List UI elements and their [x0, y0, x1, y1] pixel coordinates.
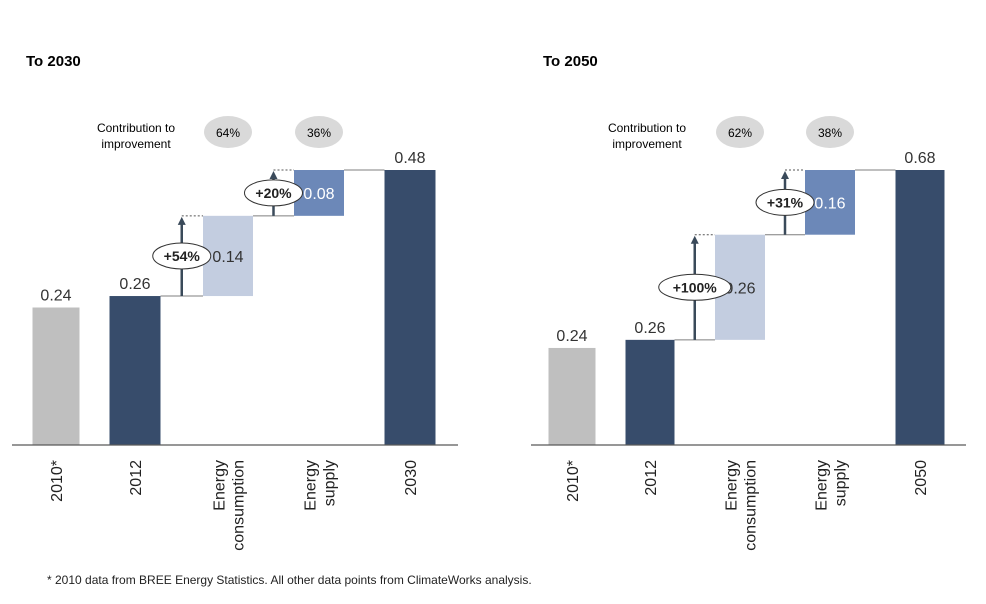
c1-category-label-3-line-2: consumption — [231, 460, 248, 551]
c2-bar-value-label-5: 0.68 — [904, 150, 935, 167]
c2-contribution-value-2: 38% — [818, 126, 842, 140]
c2-category-label-2: 2012 — [643, 460, 660, 496]
c1-contribution-label-line2: improvement — [101, 137, 171, 151]
c1-bar-value-label-4: 0.08 — [303, 186, 334, 203]
c1-contribution-bubble-2 — [295, 116, 343, 148]
c1-category-label-3: Energy consumption — [212, 460, 248, 551]
c2-contribution-bubble-1 — [716, 116, 764, 148]
footnote: * 2010 data from BREE Energy Statistics.… — [47, 573, 532, 587]
c2-contribution-label-line2: improvement — [612, 137, 682, 151]
c2-growth-label-2: +31% — [767, 194, 804, 210]
c1-bar-value-label-1: 0.24 — [40, 288, 71, 305]
c1-category-label-5-line-1: 2030 — [403, 460, 420, 496]
c1-chart-title: To 2030 — [26, 53, 81, 70]
c1-category-label-2: 2012 — [128, 460, 145, 496]
c1-category-label-3-line-1: Energy — [212, 460, 229, 511]
c2-category-label-3-line-1: Energy — [724, 460, 741, 511]
c2-growth-label-1: +100% — [673, 279, 718, 295]
c1-growth-arrow-head-2 — [269, 171, 278, 179]
c2-category-label-1: 2010* — [565, 460, 582, 502]
c1-growth-label-2: +20% — [255, 185, 292, 201]
c1-contribution-bubble-1 — [204, 116, 252, 148]
c2-bar-2 — [625, 339, 675, 445]
c1-growth-badge-2 — [244, 179, 303, 207]
c2-bar-value-label-3: 0.26 — [724, 280, 755, 297]
c2-category-label-4: Energy supply — [814, 460, 850, 511]
c1-category-label-4-line-1: Energy — [303, 460, 320, 511]
c1-bar-value-label-3: 0.14 — [212, 249, 243, 266]
c1-bar-value-label-5: 0.48 — [394, 150, 425, 167]
c1-bar-5 — [384, 170, 436, 445]
c1-contribution-value-1: 64% — [216, 126, 240, 140]
c1-growth-label-1: +54% — [164, 248, 201, 264]
c2-contribution-bubble-2 — [806, 116, 854, 148]
c2-contribution-label-line1: Contribution to — [608, 121, 686, 135]
c1-category-label-1: 2010* — [49, 460, 66, 502]
c1-category-label-5: 2030 — [403, 460, 420, 496]
c2-bar-value-label-4: 0.16 — [814, 195, 845, 212]
c1-category-label-4: Energy supply — [303, 460, 339, 511]
c2-growth-arrow-head-2 — [781, 171, 789, 179]
c2-category-label-4-line-1: Energy — [814, 460, 831, 511]
c1-bar-value-label-2: 0.26 — [119, 276, 150, 293]
c2-category-label-2-line-1: 2012 — [643, 460, 660, 496]
c2-bar-value-label-2: 0.26 — [634, 320, 665, 337]
c2-category-label-1-line-1: 2010* — [565, 460, 582, 502]
c2-category-label-5-line-1: 2050 — [913, 460, 930, 496]
c2-growth-badge-1 — [658, 273, 732, 301]
c2-growth-badge-2 — [755, 188, 815, 216]
c1-growth-badge-1 — [152, 242, 212, 270]
c2-category-label-3-line-2: consumption — [743, 460, 760, 551]
c2-category-label-3: Energy consumption — [724, 460, 760, 551]
c2-bar-1 — [548, 347, 596, 445]
c1-contribution-label-line1: Contribution to — [97, 121, 175, 135]
c2-category-label-5: 2050 — [913, 460, 930, 496]
c1-bar-1 — [32, 307, 80, 445]
c2-bar-5 — [895, 170, 945, 445]
c2-category-label-4-line-2: supply — [833, 460, 850, 506]
c1-bar-2 — [109, 296, 161, 445]
c2-growth-arrow-head-1 — [690, 235, 699, 244]
c2-bar-value-label-1: 0.24 — [556, 328, 587, 345]
c2-contribution-value-1: 62% — [728, 126, 752, 140]
c1-contribution-value-2: 36% — [307, 126, 331, 140]
c1-bar-3 — [203, 215, 253, 297]
c1-category-label-4-line-2: supply — [322, 460, 339, 506]
c2-chart-title: To 2050 — [543, 53, 598, 70]
c1-growth-arrow-head-1 — [177, 216, 186, 225]
c1-category-label-2-line-1: 2012 — [128, 460, 145, 496]
c1-category-label-1-line-1: 2010* — [49, 460, 66, 502]
